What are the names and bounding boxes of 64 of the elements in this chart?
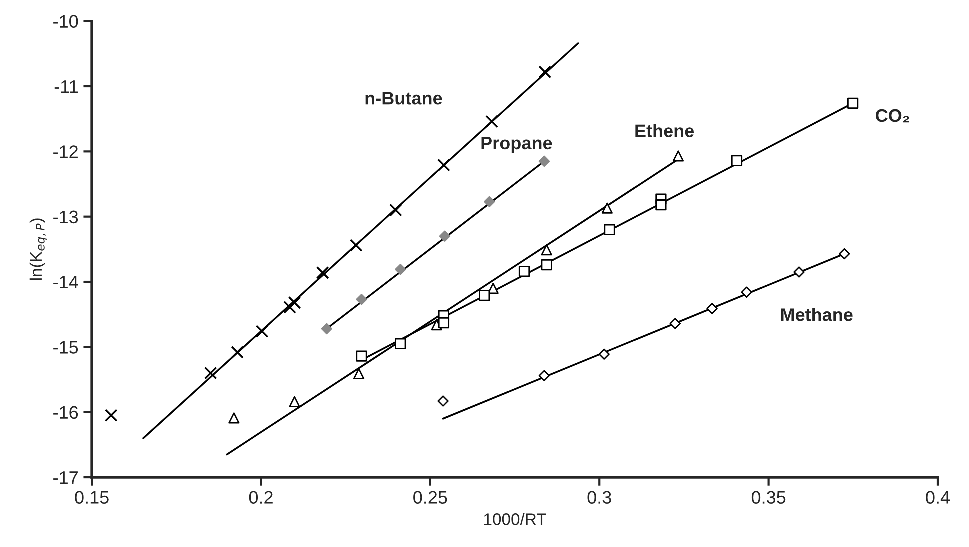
point	[598, 348, 610, 360]
series-label: Ethene	[636, 124, 694, 138]
point	[438, 158, 450, 172]
series-label: Propane	[482, 137, 552, 154]
point	[706, 303, 718, 314]
point	[356, 350, 368, 362]
point	[350, 239, 363, 252]
point	[289, 396, 300, 408]
series-label: CO₂	[876, 109, 910, 123]
x-tick-label: 0.3	[588, 491, 612, 504]
y-tick-label: -17	[54, 472, 78, 484]
point	[389, 204, 402, 217]
point	[604, 224, 616, 236]
point	[439, 230, 451, 242]
point	[353, 368, 365, 380]
point	[538, 156, 550, 168]
x-tick-label: 0.25	[414, 491, 448, 504]
point	[488, 282, 499, 294]
y-tick-label: -14	[54, 276, 78, 289]
y-tick-label: -12	[54, 146, 78, 158]
text: n-Butane	[366, 92, 442, 105]
point	[518, 266, 530, 278]
point	[288, 296, 302, 310]
point	[486, 115, 498, 128]
point	[656, 200, 667, 211]
point	[484, 196, 496, 208]
series-label: Methane	[781, 308, 853, 322]
y-tick-label: -16	[54, 406, 78, 420]
point	[670, 318, 682, 330]
y-tick-label: -13	[54, 210, 78, 224]
point	[541, 260, 552, 271]
x-tick-label: 0.15	[75, 491, 109, 504]
point	[395, 264, 406, 276]
x-tick-label: 0.35	[752, 491, 786, 504]
point	[538, 66, 552, 79]
point	[356, 294, 368, 306]
y-tick-label: -15	[54, 341, 78, 354]
point	[395, 338, 406, 350]
point	[438, 318, 450, 329]
point	[794, 266, 805, 278]
x-tick-label: 0.2	[249, 491, 273, 504]
x-tick-label: 0.4	[926, 491, 950, 504]
point	[231, 346, 244, 359]
point	[731, 155, 743, 166]
point	[479, 290, 490, 302]
point	[228, 412, 240, 424]
x-axis-title: 1000/RT	[484, 513, 546, 526]
point	[256, 325, 269, 338]
point	[541, 244, 552, 256]
point	[316, 266, 330, 280]
point	[741, 286, 752, 298]
y-tick-label: -11	[54, 80, 78, 94]
point	[104, 409, 118, 422]
point	[438, 396, 449, 407]
point	[838, 248, 850, 260]
point	[672, 150, 684, 162]
point	[602, 202, 613, 214]
y-axis-title: ln(K$_{eq,P}$)	[30, 218, 48, 280]
point	[204, 366, 218, 380]
point	[538, 370, 550, 382]
point	[284, 300, 296, 314]
y-tick-label: -10	[54, 15, 78, 28]
point	[848, 98, 859, 110]
point	[321, 323, 332, 335]
